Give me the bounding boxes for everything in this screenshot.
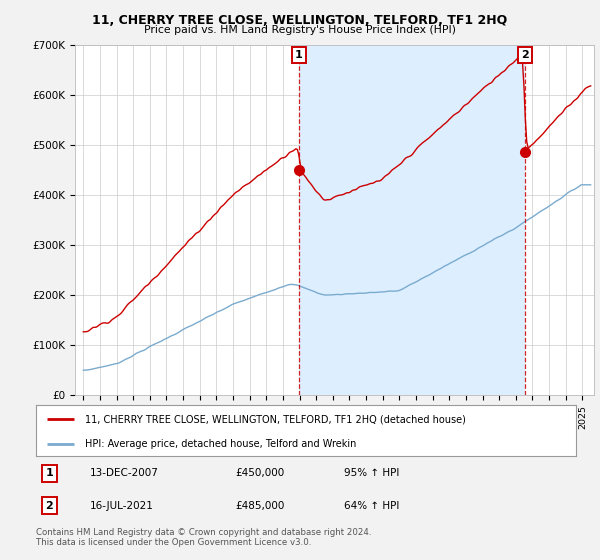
Text: Price paid vs. HM Land Registry's House Price Index (HPI): Price paid vs. HM Land Registry's House … (144, 25, 456, 35)
Text: 1: 1 (46, 468, 53, 478)
Text: 11, CHERRY TREE CLOSE, WELLINGTON, TELFORD, TF1 2HQ (detached house): 11, CHERRY TREE CLOSE, WELLINGTON, TELFO… (85, 414, 466, 424)
Bar (299, 45, 525, 395)
Text: 95% ↑ HPI: 95% ↑ HPI (344, 468, 399, 478)
Text: 2: 2 (521, 50, 529, 60)
Text: £485,000: £485,000 (236, 501, 285, 511)
Text: 16-JUL-2021: 16-JUL-2021 (90, 501, 154, 511)
Text: 13-DEC-2007: 13-DEC-2007 (90, 468, 159, 478)
Text: Contains HM Land Registry data © Crown copyright and database right 2024.
This d: Contains HM Land Registry data © Crown c… (36, 528, 371, 548)
Text: 2: 2 (46, 501, 53, 511)
Text: 64% ↑ HPI: 64% ↑ HPI (344, 501, 399, 511)
Text: HPI: Average price, detached house, Telford and Wrekin: HPI: Average price, detached house, Telf… (85, 438, 356, 449)
Text: 1: 1 (295, 50, 303, 60)
Text: 11, CHERRY TREE CLOSE, WELLINGTON, TELFORD, TF1 2HQ: 11, CHERRY TREE CLOSE, WELLINGTON, TELFO… (92, 14, 508, 27)
Text: £450,000: £450,000 (236, 468, 285, 478)
